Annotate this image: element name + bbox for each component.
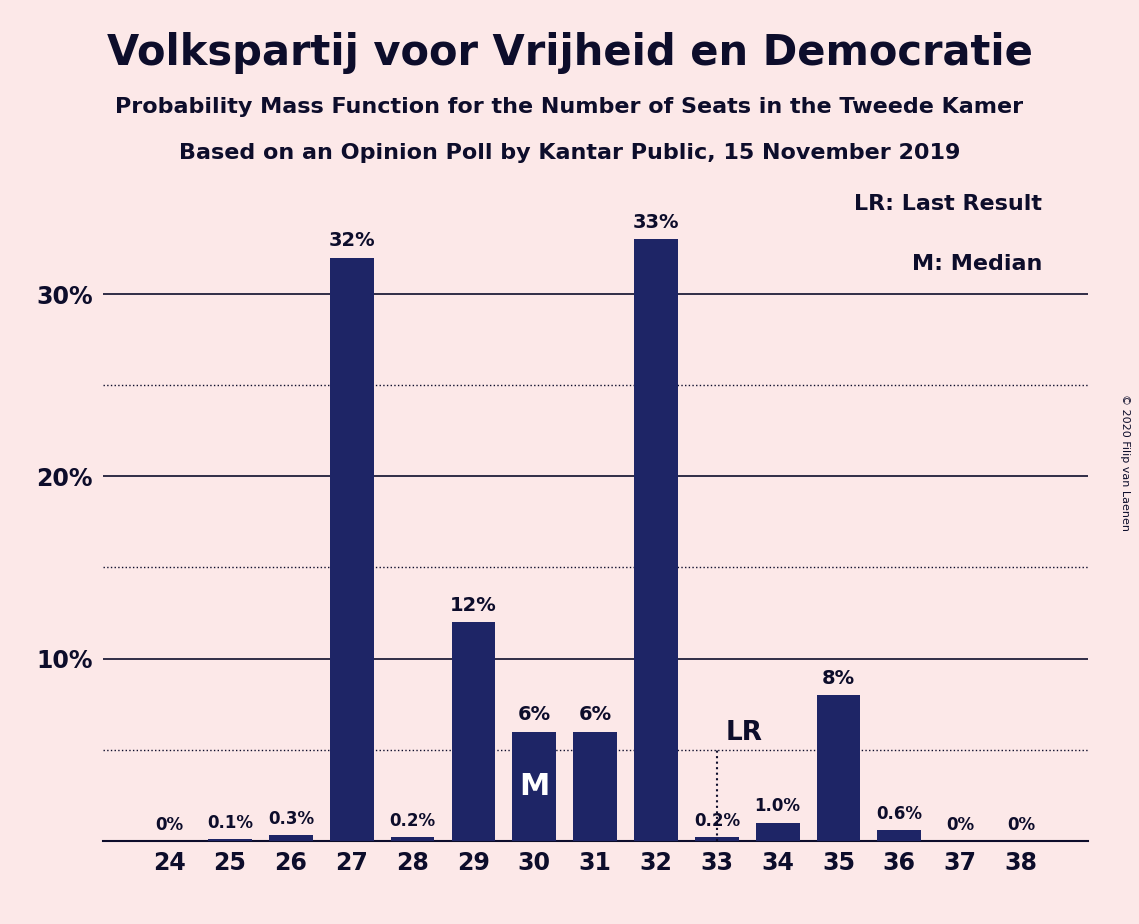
Text: Volkspartij voor Vrijheid en Democratie: Volkspartij voor Vrijheid en Democratie — [107, 32, 1032, 74]
Text: 6%: 6% — [518, 705, 551, 724]
Text: M: Median: M: Median — [912, 254, 1042, 274]
Text: © 2020 Filip van Laenen: © 2020 Filip van Laenen — [1120, 394, 1130, 530]
Bar — [330, 258, 374, 841]
Text: LR: LR — [726, 720, 763, 746]
Bar — [451, 622, 495, 841]
Bar — [391, 837, 434, 841]
Text: 0%: 0% — [947, 816, 974, 833]
Bar — [817, 695, 860, 841]
Text: 32%: 32% — [328, 231, 375, 250]
Text: 0.3%: 0.3% — [268, 810, 314, 828]
Text: 0.2%: 0.2% — [694, 812, 740, 830]
Text: Probability Mass Function for the Number of Seats in the Tweede Kamer: Probability Mass Function for the Number… — [115, 97, 1024, 117]
Text: 6%: 6% — [579, 705, 612, 724]
Bar — [208, 839, 252, 841]
Text: 0.1%: 0.1% — [207, 814, 253, 832]
Bar — [877, 830, 921, 841]
Text: M: M — [519, 772, 549, 801]
Bar — [695, 837, 739, 841]
Text: 0%: 0% — [155, 816, 183, 833]
Text: 0.2%: 0.2% — [390, 812, 435, 830]
Text: 1.0%: 1.0% — [755, 797, 801, 815]
Bar — [634, 239, 678, 841]
Text: LR: Last Result: LR: Last Result — [854, 194, 1042, 214]
Text: 33%: 33% — [633, 213, 679, 232]
Bar — [573, 732, 617, 841]
Bar — [269, 835, 313, 841]
Bar — [513, 732, 556, 841]
Text: 8%: 8% — [822, 669, 855, 687]
Text: 12%: 12% — [450, 596, 497, 614]
Text: Based on an Opinion Poll by Kantar Public, 15 November 2019: Based on an Opinion Poll by Kantar Publi… — [179, 143, 960, 164]
Bar — [756, 822, 800, 841]
Text: 0.6%: 0.6% — [876, 805, 923, 822]
Text: 0%: 0% — [1007, 816, 1035, 833]
